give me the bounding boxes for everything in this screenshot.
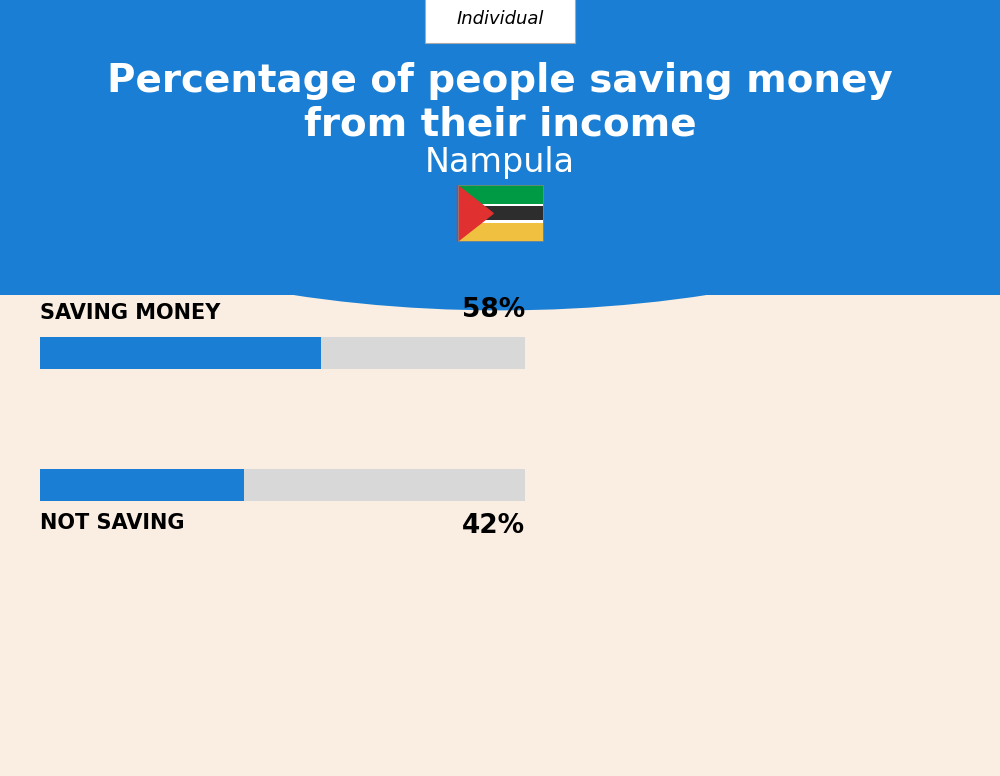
FancyBboxPatch shape bbox=[425, 0, 575, 43]
Text: Percentage of people saving money: Percentage of people saving money bbox=[107, 63, 893, 100]
FancyBboxPatch shape bbox=[458, 204, 542, 223]
Text: 58%: 58% bbox=[462, 296, 525, 323]
Text: from their income: from their income bbox=[304, 106, 696, 143]
Text: NOT SAVING: NOT SAVING bbox=[40, 513, 184, 533]
FancyBboxPatch shape bbox=[40, 337, 321, 369]
Ellipse shape bbox=[0, 0, 1000, 310]
FancyBboxPatch shape bbox=[458, 220, 542, 223]
Text: SAVING MONEY: SAVING MONEY bbox=[40, 303, 220, 323]
FancyBboxPatch shape bbox=[40, 469, 244, 501]
Text: Individual: Individual bbox=[456, 10, 544, 29]
FancyBboxPatch shape bbox=[40, 337, 525, 369]
FancyBboxPatch shape bbox=[458, 223, 542, 241]
Text: 42%: 42% bbox=[462, 513, 525, 539]
FancyBboxPatch shape bbox=[458, 185, 542, 204]
FancyBboxPatch shape bbox=[0, 0, 1000, 295]
Text: Nampula: Nampula bbox=[425, 147, 575, 179]
FancyBboxPatch shape bbox=[458, 204, 542, 206]
Polygon shape bbox=[458, 185, 493, 241]
FancyBboxPatch shape bbox=[40, 469, 525, 501]
